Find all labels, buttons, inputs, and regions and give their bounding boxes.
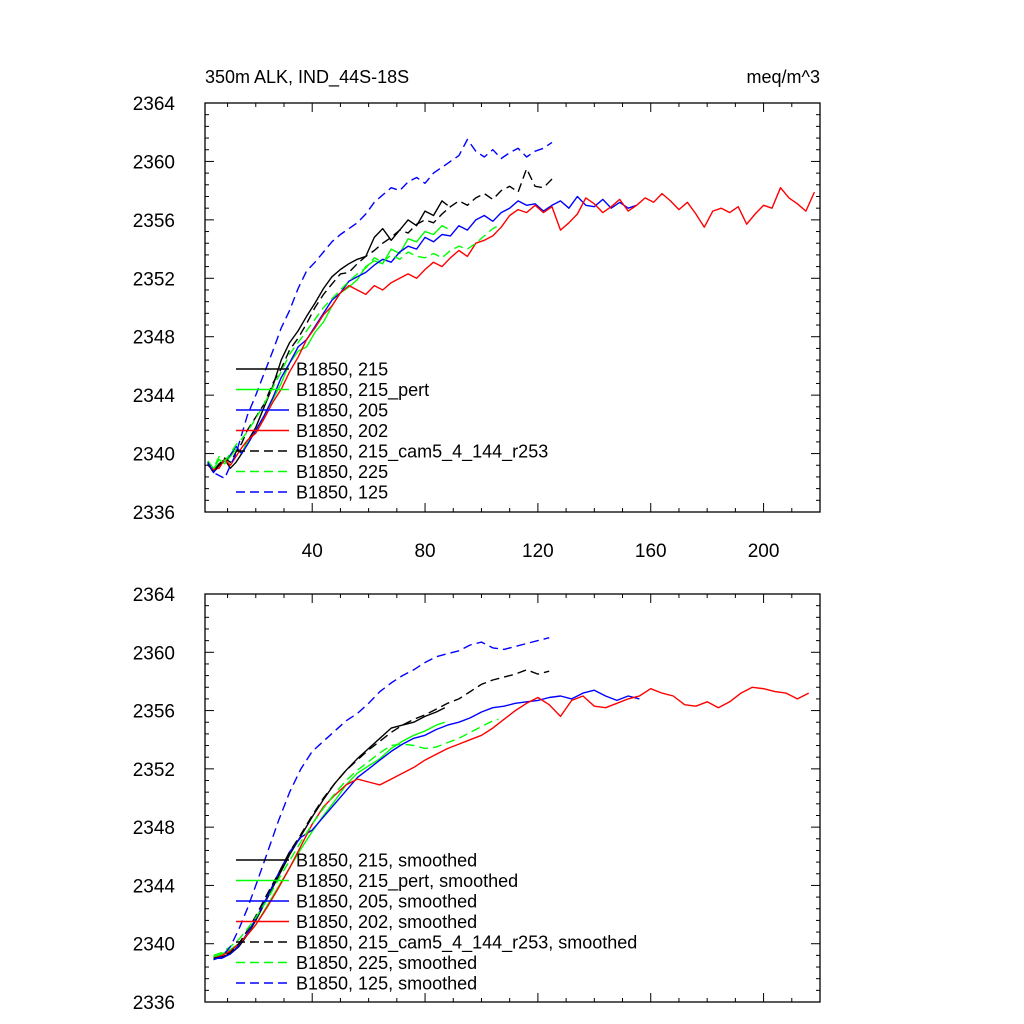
bottom-legend-label: B1850, 202, smoothed: [296, 912, 477, 932]
bottom-y-tick-label: 2336: [133, 993, 175, 1014]
top-x-tick-label: 160: [635, 541, 667, 562]
top-legend-label: B1850, 215: [296, 360, 388, 380]
top-series-line-1: [207, 200, 449, 472]
bottom-legend-label: B1850, 215_cam5_4_144_r253, smoothed: [296, 933, 637, 954]
bottom-legend-label: B1850, 215_pert, smoothed: [296, 871, 518, 892]
bottom-y-tick-label: 2352: [133, 760, 175, 781]
top-series-line-4: [207, 187, 816, 471]
bottom-plot-frame: [204, 593, 821, 1003]
top-y-tick-label: 2348: [133, 328, 175, 349]
bottom-legend-label: B1850, 225, smoothed: [296, 953, 477, 973]
top-legend-label: B1850, 215_pert: [296, 380, 429, 401]
top-y-tick-label: 2344: [133, 386, 176, 407]
top-y-tick-label: 2336: [133, 503, 175, 524]
top-legend-label: B1850, 202: [296, 421, 388, 441]
bottom-y-tick-label: 2348: [133, 818, 175, 839]
bottom-series-line-6: [213, 718, 499, 957]
top-x-tick-label: 80: [414, 541, 435, 562]
bottom-legend-label: B1850, 205, smoothed: [296, 892, 477, 912]
top-chart: 2336 2340 2344 2348 2352 2356 2360 2364 40 80 120 1…: [133, 94, 821, 562]
top-legend-label: B1850, 215_cam5_4_144_r253: [296, 442, 548, 463]
bottom-y-tick-label: 2340: [133, 935, 175, 956]
top-x-tick-label: 200: [748, 541, 780, 562]
top-series-group: [207, 138, 816, 480]
bottom-y-tick-label: 2364: [133, 585, 176, 606]
top-series-line-7: [207, 138, 553, 480]
top-y-tick-label: 2364: [133, 94, 176, 115]
bottom-series-line-7: [213, 637, 550, 961]
top-legend-label: B1850, 225: [296, 462, 388, 482]
bottom-series-line-5: [213, 669, 550, 959]
top-y-tick-label: 2356: [133, 211, 175, 232]
top-y-tick-label: 2360: [133, 152, 175, 173]
bottom-y-tick-label: 2356: [133, 702, 175, 723]
bottom-legend-label: B1850, 215, smoothed: [296, 851, 477, 871]
top-legend-label: B1850, 205: [296, 401, 388, 421]
top-x-tick-label: 120: [522, 541, 554, 562]
bottom-y-tick-label: 2344: [133, 876, 176, 897]
bottom-chart: 2336 2340 2344 2348 2352 2356 2360 2364 B1850, 2…: [133, 585, 821, 1014]
top-series-line-6: [207, 223, 502, 469]
top-y-tick-label: 2340: [133, 445, 175, 466]
top-series-line-3: [207, 195, 637, 474]
top-legend-label: B1850, 125: [296, 483, 388, 503]
plot-title: 350m ALK, IND_44S-18S: [205, 67, 409, 88]
bottom-y-tick-label: 2360: [133, 643, 175, 664]
top-y-tick-label: 2352: [133, 269, 175, 290]
top-x-tick-label: 40: [302, 541, 323, 562]
bottom-legend-label: B1850, 125, smoothed: [296, 974, 477, 994]
top-plot-frame: [204, 102, 821, 513]
bottom-series-group: [213, 637, 810, 961]
top-series-line-5: [207, 168, 553, 474]
bottom-series-line-4: [213, 686, 810, 959]
units-label: meq/m^3: [747, 67, 820, 87]
bottom-series-line-3: [213, 689, 640, 959]
